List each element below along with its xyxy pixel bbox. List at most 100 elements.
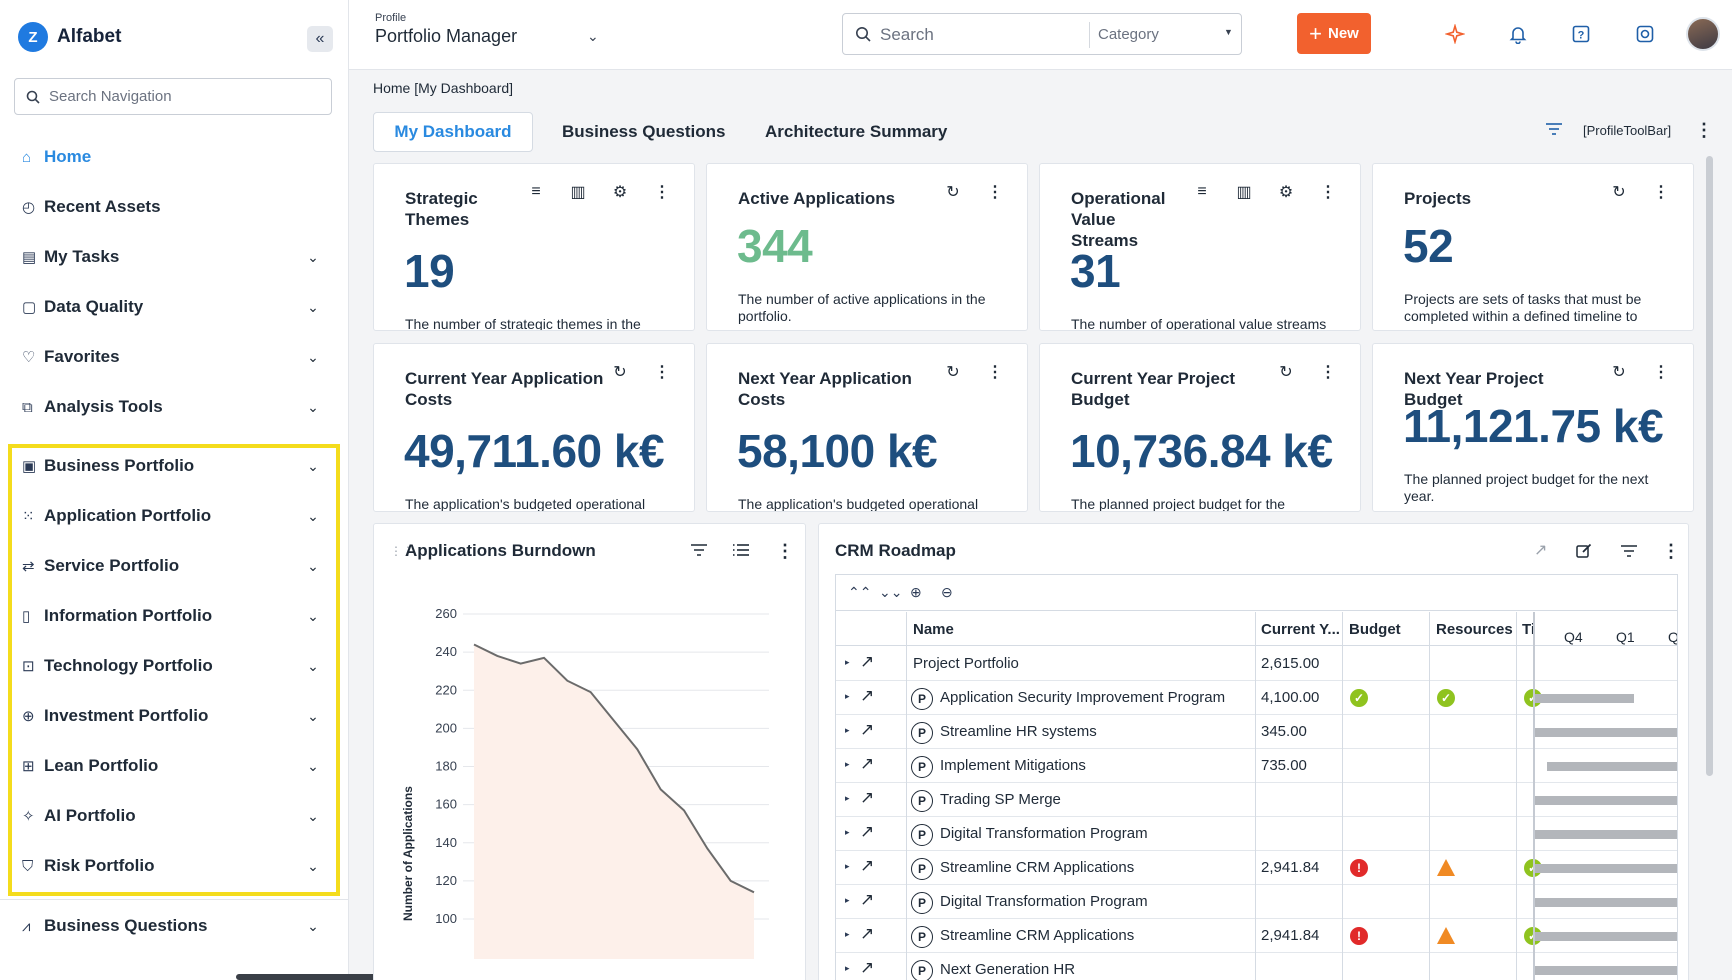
chevron-down-icon[interactable]: ⌄ <box>307 348 319 365</box>
column-header-current-year[interactable]: Current Y... <box>1261 621 1340 638</box>
table-row[interactable]: ▸ ↗ P Application Security Improvement Prog… <box>836 681 1677 715</box>
gear-icon[interactable]: ⚙ <box>612 184 628 201</box>
chevron-down-icon[interactable]: ⌄ <box>307 657 319 674</box>
bell-icon[interactable] <box>1506 22 1530 46</box>
sidebar-item-information-portfolio[interactable]: ▯ Information Portfolio ⌄ <box>22 601 322 631</box>
gantt-bar[interactable] <box>1535 864 1677 873</box>
expand-row-icon[interactable]: ▸ <box>845 929 850 939</box>
chevron-down-icon[interactable]: ⌄ <box>587 28 599 44</box>
column-header-time[interactable]: Ti <box>1522 621 1536 638</box>
navigate-arrow-icon[interactable]: ↗ <box>860 720 875 739</box>
kpi-card-strategic-themes[interactable]: Strategic Themes 19 The number of strategi… <box>373 163 695 331</box>
chevron-down-icon[interactable]: ⌄ <box>307 707 319 724</box>
gantt-bar[interactable] <box>1535 966 1677 975</box>
profile-toolbar-label[interactable]: [ProfileToolBar] <box>1583 123 1672 138</box>
gantt-bar[interactable] <box>1535 796 1677 805</box>
tab-my-dashboard[interactable]: My Dashboard <box>373 112 533 152</box>
row-name[interactable]: Next Generation HR <box>940 961 1076 978</box>
profile-selector[interactable]: Portfolio Manager <box>375 26 518 46</box>
expand-row-icon[interactable]: ▸ <box>845 963 850 973</box>
kpi-card-next-year-application-costs[interactable]: Next Year Application Costs 58,100 k€ The … <box>706 343 1028 512</box>
vertical-scrollbar[interactable] <box>1706 156 1713 776</box>
global-search-input[interactable]: Search Category ▼ <box>842 13 1242 55</box>
tab-business-questions[interactable]: Business Questions <box>562 122 726 141</box>
kpi-card-operational-value-streams[interactable]: Operational Value Streams 31 The number of… <box>1039 163 1361 331</box>
expand-row-icon[interactable]: ▸ <box>845 759 850 769</box>
more-options-icon[interactable]: ⋮ <box>1653 184 1669 201</box>
gantt-bar[interactable] <box>1535 898 1677 907</box>
filter-icon[interactable] <box>1545 122 1563 141</box>
chevron-down-icon[interactable]: ⌄ <box>307 457 319 474</box>
new-button[interactable]: + New <box>1297 13 1371 54</box>
navigate-arrow-icon[interactable]: ↗ <box>860 958 875 977</box>
legend-list-icon[interactable] <box>732 542 750 563</box>
chevron-down-icon[interactable]: ⌄ <box>307 757 319 774</box>
gear-icon[interactable]: ⚙ <box>1278 184 1294 201</box>
refresh-icon[interactable]: ↻ <box>1612 184 1626 201</box>
more-options-icon[interactable]: ⋮ <box>1653 364 1669 381</box>
kpi-card-current-year-project-budget[interactable]: Current Year Project Budget 10,736.84 k€ T… <box>1039 343 1361 512</box>
category-select[interactable]: Category <box>1098 26 1159 43</box>
navigate-arrow-icon[interactable]: ↗ <box>860 754 875 773</box>
row-name[interactable]: Implement Mitigations <box>940 757 1086 774</box>
navigation-search-input[interactable]: Search Navigation <box>14 78 332 115</box>
navigate-arrow-icon[interactable]: ↗ <box>860 686 875 705</box>
gantt-bar[interactable] <box>1546 762 1677 771</box>
collapse-sidebar-button[interactable]: « <box>307 26 333 52</box>
open-external-icon[interactable]: ↗ <box>1534 542 1548 559</box>
navigate-arrow-icon[interactable]: ↗ <box>860 856 875 875</box>
chevron-down-icon[interactable]: ⌄ <box>307 857 319 874</box>
column-header-name[interactable]: Name <box>913 621 954 638</box>
more-options-icon[interactable]: ⋮ <box>776 541 794 561</box>
tab-architecture-summary[interactable]: Architecture Summary <box>765 122 948 141</box>
expand-row-icon[interactable]: ▸ <box>845 827 850 837</box>
refresh-icon[interactable]: ↻ <box>1612 364 1626 381</box>
sidebar-item-lean-portfolio[interactable]: ⊞ Lean Portfolio ⌄ <box>22 751 322 781</box>
row-name[interactable]: Streamline HR systems <box>940 723 1097 740</box>
sidebar-item-business-questions[interactable]: ⩘ Business Questions ⌄ <box>22 911 322 941</box>
sidebar-item-home[interactable]: ⌂ Home <box>22 142 322 172</box>
sidebar-item-favorites[interactable]: ♡ Favorites ⌄ <box>22 342 322 372</box>
table-row[interactable]: ▸ ↗ Project Portfolio 2,615.00 <box>836 647 1677 681</box>
sidebar-item-risk-portfolio[interactable]: ⛉ Risk Portfolio ⌄ <box>22 851 322 881</box>
gantt-bar[interactable] <box>1535 830 1677 839</box>
chevron-down-icon[interactable]: ⌄ <box>307 248 319 265</box>
sidebar-item-application-portfolio[interactable]: ⁙ Application Portfolio ⌄ <box>22 501 322 531</box>
refresh-icon[interactable]: ↻ <box>613 364 627 381</box>
sidebar-item-ai-portfolio[interactable]: ✧ AI Portfolio ⌄ <box>22 801 322 831</box>
column-header-budget[interactable]: Budget <box>1349 621 1401 638</box>
expand-all-icon[interactable]: ⌄⌄ <box>879 584 903 600</box>
kpi-card-next-year-project-budget[interactable]: Next Year Project Budget 11,121.75 k€ The … <box>1372 343 1694 512</box>
row-name[interactable]: Digital Transformation Program <box>940 825 1148 842</box>
collapse-all-icon[interactable]: ⌃⌃ <box>848 584 872 600</box>
expand-row-icon[interactable]: ▸ <box>845 725 850 735</box>
sidebar-item-business-portfolio[interactable]: ▣ Business Portfolio ⌄ <box>22 451 322 481</box>
row-name[interactable]: Streamline CRM Applications <box>940 927 1135 944</box>
sidebar-item-service-portfolio[interactable]: ⇄ Service Portfolio ⌄ <box>22 551 322 581</box>
row-name[interactable]: Trading SP Merge <box>940 791 1061 808</box>
table-row[interactable]: ▸ ↗ P Implement Mitigations 735.00 <box>836 749 1677 783</box>
sidebar-item-investment-portfolio[interactable]: ⊕ Investment Portfolio ⌄ <box>22 701 322 731</box>
expand-row-icon[interactable]: ▸ <box>845 861 850 871</box>
navigate-arrow-icon[interactable]: ↗ <box>860 652 875 671</box>
refresh-icon[interactable]: ↻ <box>946 364 960 381</box>
horizontal-scrollbar[interactable] <box>236 974 458 980</box>
drag-handle-icon[interactable]: ⋮⋮ <box>390 544 414 558</box>
sidebar-item-technology-portfolio[interactable]: ⊡ Technology Portfolio ⌄ <box>22 651 322 681</box>
table-row[interactable]: ▸ ↗ P Streamline HR systems 345.00 <box>836 715 1677 749</box>
expand-row-icon[interactable]: ▸ <box>845 691 850 701</box>
more-options-icon[interactable]: ⋮ <box>654 364 670 381</box>
tracker-icon[interactable] <box>1633 22 1657 46</box>
filter-icon[interactable] <box>690 542 708 563</box>
columns-icon[interactable]: ▥ <box>570 184 586 201</box>
table-row[interactable]: ▸ ↗ P Digital Transformation Program <box>836 817 1677 851</box>
more-options-icon[interactable]: ⋮ <box>987 184 1003 201</box>
column-header-resources[interactable]: Resources <box>1436 621 1513 638</box>
expand-row-icon[interactable]: ▸ <box>845 895 850 905</box>
navigate-arrow-icon[interactable]: ↗ <box>860 788 875 807</box>
chevron-down-icon[interactable]: ⌄ <box>307 298 319 315</box>
filter-icon[interactable]: ≡ <box>1197 183 1207 200</box>
chevron-down-icon[interactable]: ⌄ <box>307 398 319 415</box>
gantt-bar[interactable] <box>1535 728 1677 737</box>
